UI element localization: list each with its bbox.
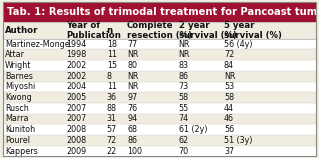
Text: 72: 72 [107, 136, 117, 145]
Text: NR: NR [127, 50, 138, 59]
Text: 2007: 2007 [66, 104, 86, 113]
FancyBboxPatch shape [3, 2, 316, 22]
Text: 15: 15 [107, 61, 117, 70]
Text: Barnes: Barnes [5, 72, 33, 81]
Text: Kappers: Kappers [5, 147, 38, 156]
FancyBboxPatch shape [3, 22, 316, 39]
Text: 2002: 2002 [66, 72, 86, 81]
FancyBboxPatch shape [3, 124, 316, 135]
Text: 11: 11 [107, 50, 117, 59]
Text: 74: 74 [179, 114, 189, 123]
Text: 5 year
survival (%): 5 year survival (%) [224, 21, 282, 40]
Text: 37: 37 [224, 147, 234, 156]
Text: Wright: Wright [5, 61, 32, 70]
Text: 44: 44 [224, 104, 234, 113]
Text: Marra: Marra [5, 114, 29, 123]
Text: 18: 18 [107, 40, 117, 49]
Text: 31: 31 [107, 114, 117, 123]
FancyBboxPatch shape [3, 71, 316, 82]
Text: Pourel: Pourel [5, 136, 30, 145]
Text: 62: 62 [179, 136, 189, 145]
Text: 86: 86 [127, 136, 137, 145]
Text: 73: 73 [179, 82, 189, 91]
Text: NR: NR [127, 82, 138, 91]
Text: 2008: 2008 [66, 136, 86, 145]
Text: 2007: 2007 [66, 114, 86, 123]
Text: 2009: 2009 [66, 147, 86, 156]
Text: 77: 77 [127, 40, 137, 49]
Text: Miyoshi: Miyoshi [5, 82, 35, 91]
FancyBboxPatch shape [3, 103, 316, 114]
Text: 2008: 2008 [66, 125, 86, 134]
Text: 46: 46 [224, 114, 234, 123]
FancyBboxPatch shape [3, 135, 316, 146]
Text: Kwong: Kwong [5, 93, 32, 102]
Text: 53: 53 [224, 82, 234, 91]
Text: 2 year
survival (%): 2 year survival (%) [179, 21, 236, 40]
FancyBboxPatch shape [3, 146, 316, 156]
Text: 58: 58 [179, 93, 189, 102]
Text: n: n [107, 26, 113, 35]
FancyBboxPatch shape [3, 92, 316, 103]
FancyBboxPatch shape [3, 82, 316, 92]
Text: 51 (3y): 51 (3y) [224, 136, 252, 145]
Text: Rusch: Rusch [5, 104, 29, 113]
Text: 58: 58 [224, 93, 234, 102]
Text: 8: 8 [107, 72, 112, 81]
Text: Author: Author [5, 26, 39, 35]
FancyBboxPatch shape [3, 60, 316, 71]
Text: 88: 88 [107, 104, 117, 113]
Text: 36: 36 [107, 93, 117, 102]
Text: 94: 94 [127, 114, 137, 123]
Text: Year of
Publication: Year of Publication [66, 21, 121, 40]
Text: 56: 56 [224, 125, 234, 134]
Text: 70: 70 [179, 147, 189, 156]
Text: Complete
resection (%): Complete resection (%) [127, 21, 192, 40]
FancyBboxPatch shape [3, 114, 316, 124]
Text: 22: 22 [107, 147, 117, 156]
Text: 11: 11 [107, 82, 117, 91]
FancyBboxPatch shape [3, 39, 316, 49]
Text: Martinez-Monge: Martinez-Monge [5, 40, 70, 49]
Text: 72: 72 [224, 50, 234, 59]
Text: 2004: 2004 [66, 82, 86, 91]
Text: 97: 97 [127, 93, 137, 102]
Text: 57: 57 [107, 125, 117, 134]
Text: 76: 76 [127, 104, 137, 113]
Text: NR: NR [179, 50, 190, 59]
Text: 1998: 1998 [66, 50, 86, 59]
Text: 61 (2y): 61 (2y) [179, 125, 207, 134]
FancyBboxPatch shape [3, 49, 316, 60]
Text: 55: 55 [179, 104, 189, 113]
Text: Attar: Attar [5, 50, 25, 59]
Text: NR: NR [127, 72, 138, 81]
Text: Kunitoh: Kunitoh [5, 125, 35, 134]
Text: 1994: 1994 [66, 40, 86, 49]
Text: Tab. 1: Results of trimodal treatment for Pancoast tumors: Tab. 1: Results of trimodal treatment fo… [7, 7, 319, 17]
Text: 83: 83 [179, 61, 189, 70]
Text: NR: NR [224, 72, 235, 81]
Text: 68: 68 [127, 125, 137, 134]
Text: 86: 86 [179, 72, 189, 81]
Text: NR: NR [179, 40, 190, 49]
Text: 84: 84 [224, 61, 234, 70]
Text: 2002: 2002 [66, 61, 86, 70]
Text: 100: 100 [127, 147, 142, 156]
Text: 2005: 2005 [66, 93, 86, 102]
Text: 80: 80 [127, 61, 137, 70]
Text: 56 (4y): 56 (4y) [224, 40, 252, 49]
